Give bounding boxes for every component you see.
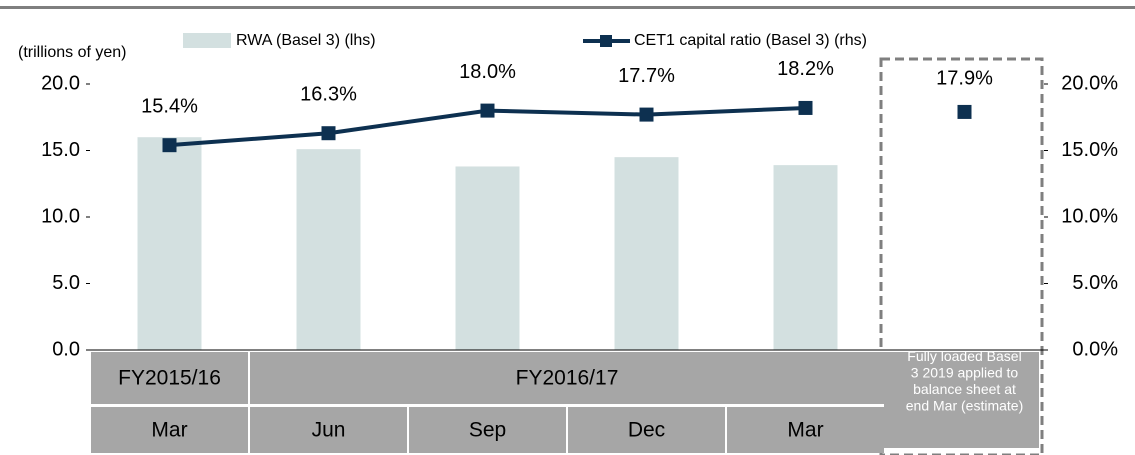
x-tick-label: Mar bbox=[151, 419, 187, 442]
marker bbox=[798, 100, 813, 115]
legend-label: CET1 capital ratio (Basel 3) (rhs) bbox=[634, 32, 867, 49]
estimate-box bbox=[879, 57, 1044, 455]
bar bbox=[137, 137, 202, 350]
data-label: 17.7% bbox=[618, 65, 675, 87]
y-tick-label: 15.0 bbox=[41, 139, 80, 161]
category-cell bbox=[250, 407, 407, 453]
category-cell bbox=[409, 407, 566, 453]
y2-tick-label: 15.0% bbox=[1061, 139, 1118, 161]
data-label: 15.4% bbox=[141, 95, 198, 117]
y-tick-label: 10.0 bbox=[41, 205, 80, 227]
data-label: 18.0% bbox=[459, 61, 516, 83]
marker bbox=[162, 138, 177, 153]
y2-tick-label: 0.0% bbox=[1072, 338, 1118, 360]
legend-label: RWA (Basel 3) (lhs) bbox=[236, 32, 376, 49]
category-cell bbox=[91, 407, 248, 453]
bar bbox=[614, 157, 679, 350]
y-tick-label: 5.0 bbox=[52, 272, 80, 294]
marker bbox=[639, 107, 654, 122]
y2-tick-label: 10.0% bbox=[1061, 205, 1118, 227]
marker bbox=[321, 126, 336, 141]
legend-swatch bbox=[183, 33, 231, 48]
y-tick-label: 20.0 bbox=[41, 72, 80, 94]
x-tick-label: Sep bbox=[469, 419, 506, 442]
y-axis-title: (trillions of yen) bbox=[18, 44, 126, 61]
group-label: FY2016/17 bbox=[516, 367, 619, 390]
bar bbox=[773, 165, 838, 350]
group-cell bbox=[250, 352, 884, 404]
top-rule bbox=[0, 6, 1135, 9]
estimate-marker bbox=[957, 104, 972, 119]
data-label: 18.2% bbox=[777, 58, 834, 80]
x-tick-label: Jun bbox=[312, 419, 346, 442]
x-tick-label: Dec bbox=[628, 419, 665, 442]
marker bbox=[480, 103, 495, 118]
bar bbox=[296, 149, 361, 350]
y-tick-label: 0.0 bbox=[52, 338, 80, 360]
x-tick-label: Mar bbox=[787, 419, 823, 442]
group-cell bbox=[91, 352, 248, 404]
legend-marker bbox=[600, 35, 612, 47]
y2-tick-label: 5.0% bbox=[1072, 272, 1118, 294]
y2-tick-label: 20.0% bbox=[1061, 72, 1118, 94]
estimate-label: 17.9% bbox=[936, 67, 993, 89]
data-label: 16.3% bbox=[300, 83, 357, 105]
category-cell bbox=[568, 407, 725, 453]
estimate-cell bbox=[884, 352, 1039, 448]
estimate-note: Fully loaded Basel 3 2019 applied to balan… bbox=[906, 348, 1023, 414]
group-label: FY2015/16 bbox=[118, 367, 221, 390]
category-cell bbox=[727, 407, 884, 453]
bar bbox=[455, 166, 520, 350]
